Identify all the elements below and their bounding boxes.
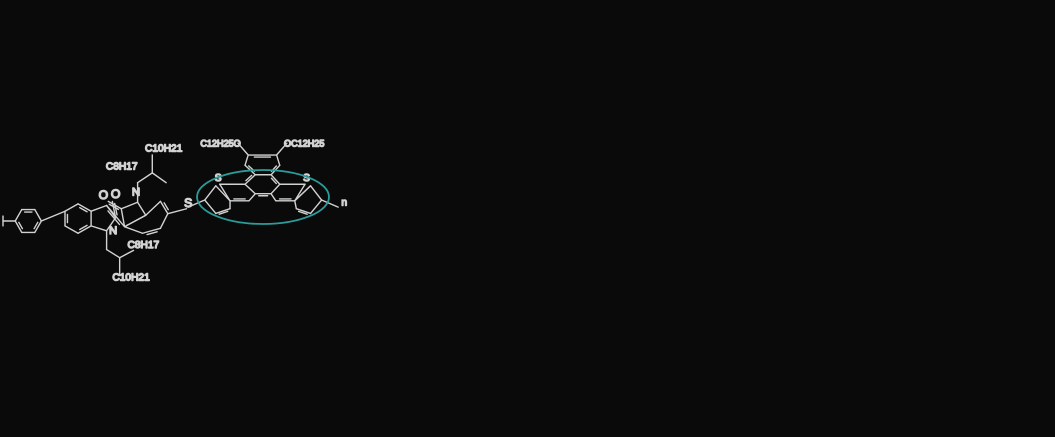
svg-text:n: n [341, 198, 347, 209]
svg-text:O: O [99, 188, 109, 202]
svg-text:C8H17: C8H17 [127, 240, 159, 251]
svg-text:N: N [132, 187, 140, 199]
svg-text:C8H17: C8H17 [106, 162, 138, 173]
svg-text:C12H25O: C12H25O [200, 138, 240, 148]
svg-text:N: N [109, 225, 117, 237]
svg-text:OC12H25: OC12H25 [284, 138, 324, 148]
svg-text:S: S [184, 196, 192, 210]
svg-text:C10H21: C10H21 [145, 144, 183, 155]
svg-text:O: O [111, 187, 121, 201]
svg-text:C10H21: C10H21 [112, 273, 150, 284]
